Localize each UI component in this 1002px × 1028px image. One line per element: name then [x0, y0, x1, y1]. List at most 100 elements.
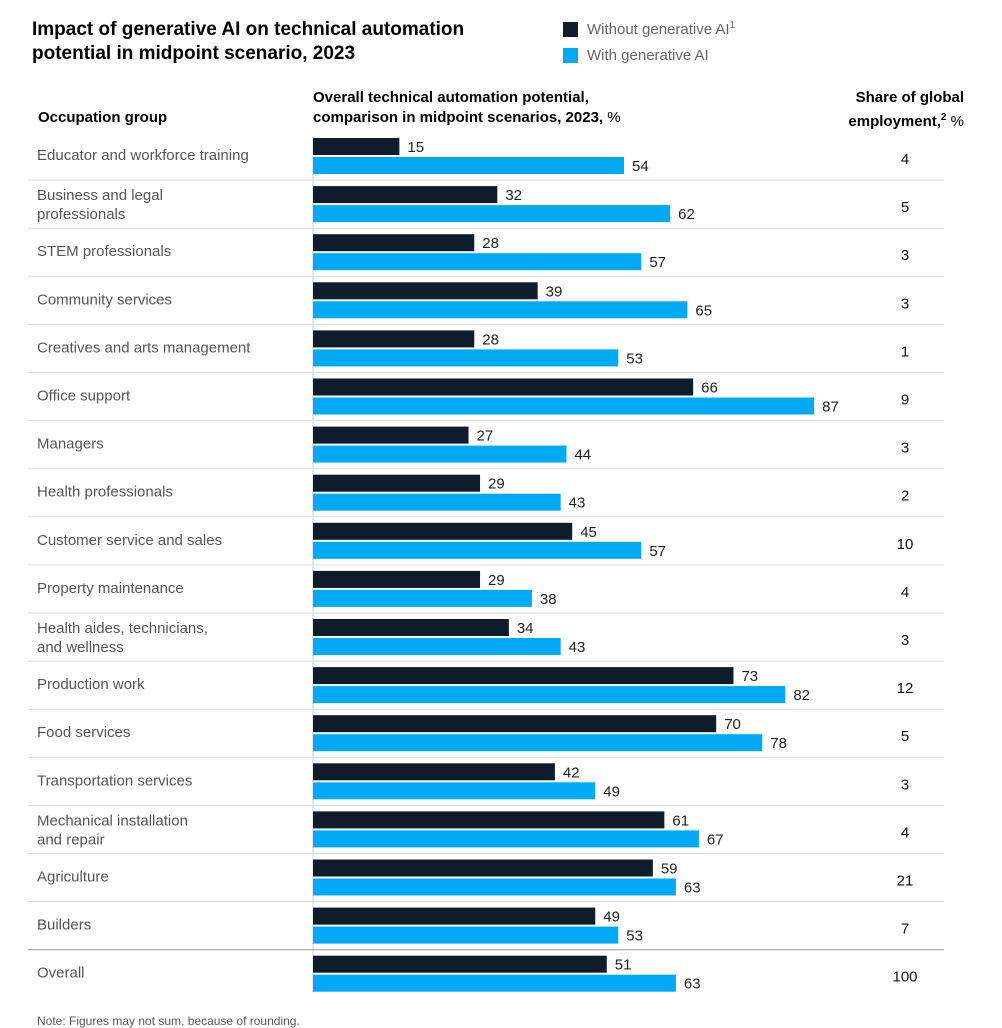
data-label-without-genai-stem-professionals: 28 — [482, 235, 499, 252]
bar-with-genai-educator-and-workforce-training — [313, 157, 625, 174]
employment-share-transportation-services: 3 — [901, 776, 909, 793]
data-label-with-genai-customer-service-and-sales: 57 — [649, 543, 666, 560]
data-label-with-genai-mechanical-installation-and-repair: 67 — [707, 831, 724, 848]
data-label-with-genai-agriculture: 63 — [684, 880, 701, 897]
data-label-with-genai-health-professionals: 43 — [569, 495, 586, 512]
employment-share-health-professionals: 2 — [901, 488, 909, 505]
bar-without-genai-business-and-legal-professionals — [313, 186, 498, 204]
data-label-with-genai-overall: 63 — [684, 976, 701, 993]
data-label-without-genai-food-services: 70 — [724, 716, 741, 733]
data-label-with-genai-property-maintenance: 38 — [540, 591, 557, 608]
category-label-educator-and-workforce-training: Educator and workforce training — [37, 147, 249, 164]
data-label-with-genai-production-work: 82 — [793, 687, 810, 704]
bar-without-genai-agriculture — [313, 859, 653, 877]
category-label-property-maintenance: Property maintenance — [37, 580, 184, 597]
data-label-with-genai-stem-professionals: 57 — [649, 254, 666, 271]
category-label-builders: Builders — [37, 917, 91, 934]
data-label-without-genai-educator-and-workforce-training: 15 — [407, 139, 424, 156]
bar-without-genai-educator-and-workforce-training — [313, 138, 400, 155]
employment-share-managers: 3 — [901, 440, 909, 457]
category-label-office-support: Office support — [37, 388, 131, 405]
bar-with-genai-health-aides-technicians-and-wellness — [313, 638, 561, 655]
bar-with-genai-production-work — [313, 686, 786, 704]
category-label-community-services: Community services — [37, 291, 172, 308]
data-label-without-genai-agriculture: 59 — [661, 861, 678, 878]
chart-title: Impact of generative AI on technical aut… — [32, 19, 465, 64]
bar-with-genai-health-professionals — [313, 493, 561, 511]
category-label-food-services: Food services — [37, 724, 130, 741]
legend-label-with-genai: With generative AI — [587, 46, 709, 64]
data-label-with-genai-creatives-and-arts-management: 53 — [626, 350, 643, 367]
bar-without-genai-mechanical-installation-and-repair — [313, 811, 665, 829]
employment-share-column-header: Share of global employment,2 % — [848, 89, 964, 130]
bar-with-genai-agriculture — [313, 878, 676, 896]
data-label-without-genai-office-support: 66 — [701, 380, 718, 397]
legend-swatch-with-genai — [563, 47, 578, 63]
category-label-agriculture: Agriculture — [37, 869, 109, 886]
bar-with-genai-customer-service-and-sales — [313, 541, 642, 559]
bar-without-genai-food-services — [313, 715, 717, 733]
bar-without-genai-community-services — [313, 282, 538, 300]
data-label-without-genai-health-professionals: 29 — [488, 476, 505, 493]
category-label-customer-service-and-sales: Customer service and sales — [37, 532, 222, 549]
employment-share-overall: 100 — [892, 969, 917, 986]
occupation-column-header: Occupation group — [38, 109, 168, 126]
legend-item-without-genai: Without generative AI1 — [563, 16, 735, 42]
data-label-with-genai-food-services: 78 — [770, 735, 787, 752]
bar-with-genai-property-maintenance — [313, 589, 532, 607]
bar-without-genai-office-support — [313, 378, 694, 396]
legend-label-without-genai: Without generative AI1 — [587, 20, 736, 38]
data-label-without-genai-community-services: 39 — [546, 283, 563, 300]
employment-share-community-services: 3 — [901, 295, 909, 312]
employment-share-property-maintenance: 4 — [901, 584, 909, 601]
bar-with-genai-managers — [313, 445, 567, 463]
data-label-without-genai-overall: 51 — [615, 957, 632, 974]
category-label-production-work: Production work — [37, 676, 145, 693]
data-label-without-genai-builders: 49 — [603, 909, 620, 926]
employment-share-builders: 7 — [901, 921, 909, 938]
data-label-without-genai-customer-service-and-sales: 45 — [580, 524, 597, 541]
data-label-with-genai-business-and-legal-professionals: 62 — [678, 206, 695, 223]
automation-potential-column-header: Overall technical automation potential, … — [313, 89, 621, 126]
employment-share-creatives-and-arts-management: 1 — [901, 343, 909, 360]
data-label-without-genai-health-aides-technicians-and-wellness: 34 — [517, 620, 534, 637]
data-label-with-genai-builders: 53 — [626, 928, 643, 945]
employment-share-health-aides-technicians-and-wellness: 3 — [901, 632, 909, 649]
bar-with-genai-community-services — [313, 301, 688, 319]
data-label-without-genai-mechanical-installation-and-repair: 61 — [672, 812, 689, 829]
category-label-health-professionals: Health professionals — [37, 484, 173, 501]
data-label-with-genai-managers: 44 — [574, 447, 591, 464]
category-label-overall: Overall — [37, 965, 85, 982]
employment-share-office-support: 9 — [901, 392, 909, 409]
data-label-with-genai-educator-and-workforce-training: 54 — [632, 158, 649, 175]
bar-without-genai-transportation-services — [313, 763, 555, 781]
category-label-creatives-and-arts-management: Creatives and arts management — [37, 339, 251, 356]
bar-with-genai-food-services — [313, 734, 763, 752]
employment-share-mechanical-installation-and-repair: 4 — [901, 824, 909, 841]
employment-share-customer-service-and-sales: 10 — [897, 536, 914, 553]
bar-with-genai-office-support — [313, 397, 815, 415]
bar-without-genai-stem-professionals — [313, 234, 475, 252]
data-label-without-genai-creatives-and-arts-management: 28 — [482, 331, 499, 348]
legend: Without generative AI1 With generative A… — [563, 16, 735, 68]
employment-share-business-and-legal-professionals: 5 — [901, 199, 909, 216]
data-label-with-genai-office-support: 87 — [822, 399, 839, 416]
bar-without-genai-creatives-and-arts-management — [313, 330, 475, 348]
bar-without-genai-overall — [313, 955, 607, 973]
bar-without-genai-customer-service-and-sales — [313, 522, 573, 540]
category-label-transportation-services: Transportation services — [37, 772, 192, 789]
employment-share-stem-professionals: 3 — [901, 247, 909, 264]
employment-share-educator-and-workforce-training: 4 — [901, 151, 909, 168]
bar-without-genai-health-professionals — [313, 474, 481, 492]
data-label-with-genai-community-services: 65 — [695, 302, 712, 319]
footnote: Note: Figures may not sum, because of ro… — [37, 1014, 300, 1028]
legend-item-with-genai: With generative AI — [563, 42, 735, 68]
category-label-mechanical-installation-and-repair: Mechanical installation and repair — [37, 812, 188, 848]
bar-with-genai-overall — [313, 974, 676, 992]
category-label-business-and-legal-professionals: Business and legal professionals — [37, 187, 163, 223]
bar-with-genai-stem-professionals — [313, 253, 642, 271]
bar-with-genai-transportation-services — [313, 782, 596, 800]
bar-without-genai-managers — [313, 426, 469, 444]
bar-with-genai-business-and-legal-professionals — [313, 205, 671, 223]
